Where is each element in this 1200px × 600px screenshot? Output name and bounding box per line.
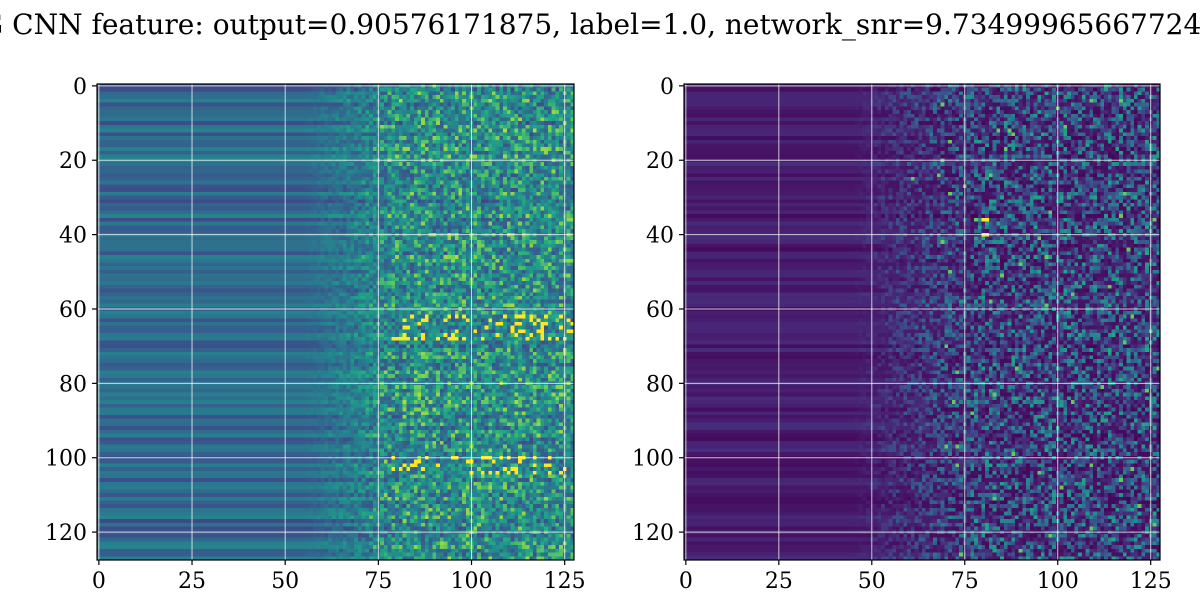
y-tick-label: 0 xyxy=(660,75,674,100)
heatmap-image xyxy=(97,84,574,560)
y-tick-label: 100 xyxy=(632,447,674,472)
y-tick-label: 120 xyxy=(45,521,87,546)
x-tick-label: 0 xyxy=(92,569,106,594)
heatmap-panel-left: 0 25 50 75 100 125 0 20 40 60 80 100 120 xyxy=(45,75,586,594)
axes-frame xyxy=(96,83,575,561)
y-tick-label: 40 xyxy=(646,224,674,249)
y-tick-label: 100 xyxy=(45,447,87,472)
y-tick-label: 20 xyxy=(59,149,87,174)
x-tick-label: 125 xyxy=(544,569,586,594)
y-tick-label: 60 xyxy=(59,298,87,323)
x-tick-label: 100 xyxy=(1037,569,1079,594)
heatmap-panel-right: 0 25 50 75 100 125 0 20 40 60 80 100 120 xyxy=(632,75,1172,594)
x-tick-label: 50 xyxy=(271,569,299,594)
y-tick-label: 60 xyxy=(646,298,674,323)
x-tick-label: 125 xyxy=(1130,569,1172,594)
y-tick-label: 120 xyxy=(632,521,674,546)
axes-frame xyxy=(683,83,1161,561)
x-tick-label: 100 xyxy=(451,569,493,594)
y-tick-label: 40 xyxy=(59,224,87,249)
x-tick-label: 25 xyxy=(765,569,793,594)
y-tick-label: 80 xyxy=(646,372,674,397)
y-tick-label: 20 xyxy=(646,149,674,174)
x-tick-label: 75 xyxy=(951,569,979,594)
x-tick-label: 50 xyxy=(858,569,886,594)
y-tick-label: 0 xyxy=(73,75,87,100)
x-tick-label: 75 xyxy=(364,569,392,594)
x-tick-label: 0 xyxy=(679,569,693,594)
heatmap-image xyxy=(684,84,1160,560)
x-tick-label: 25 xyxy=(178,569,206,594)
figure-title: G CNN feature: output=0.90576171875, lab… xyxy=(0,8,1200,41)
y-tick-label: 80 xyxy=(59,372,87,397)
